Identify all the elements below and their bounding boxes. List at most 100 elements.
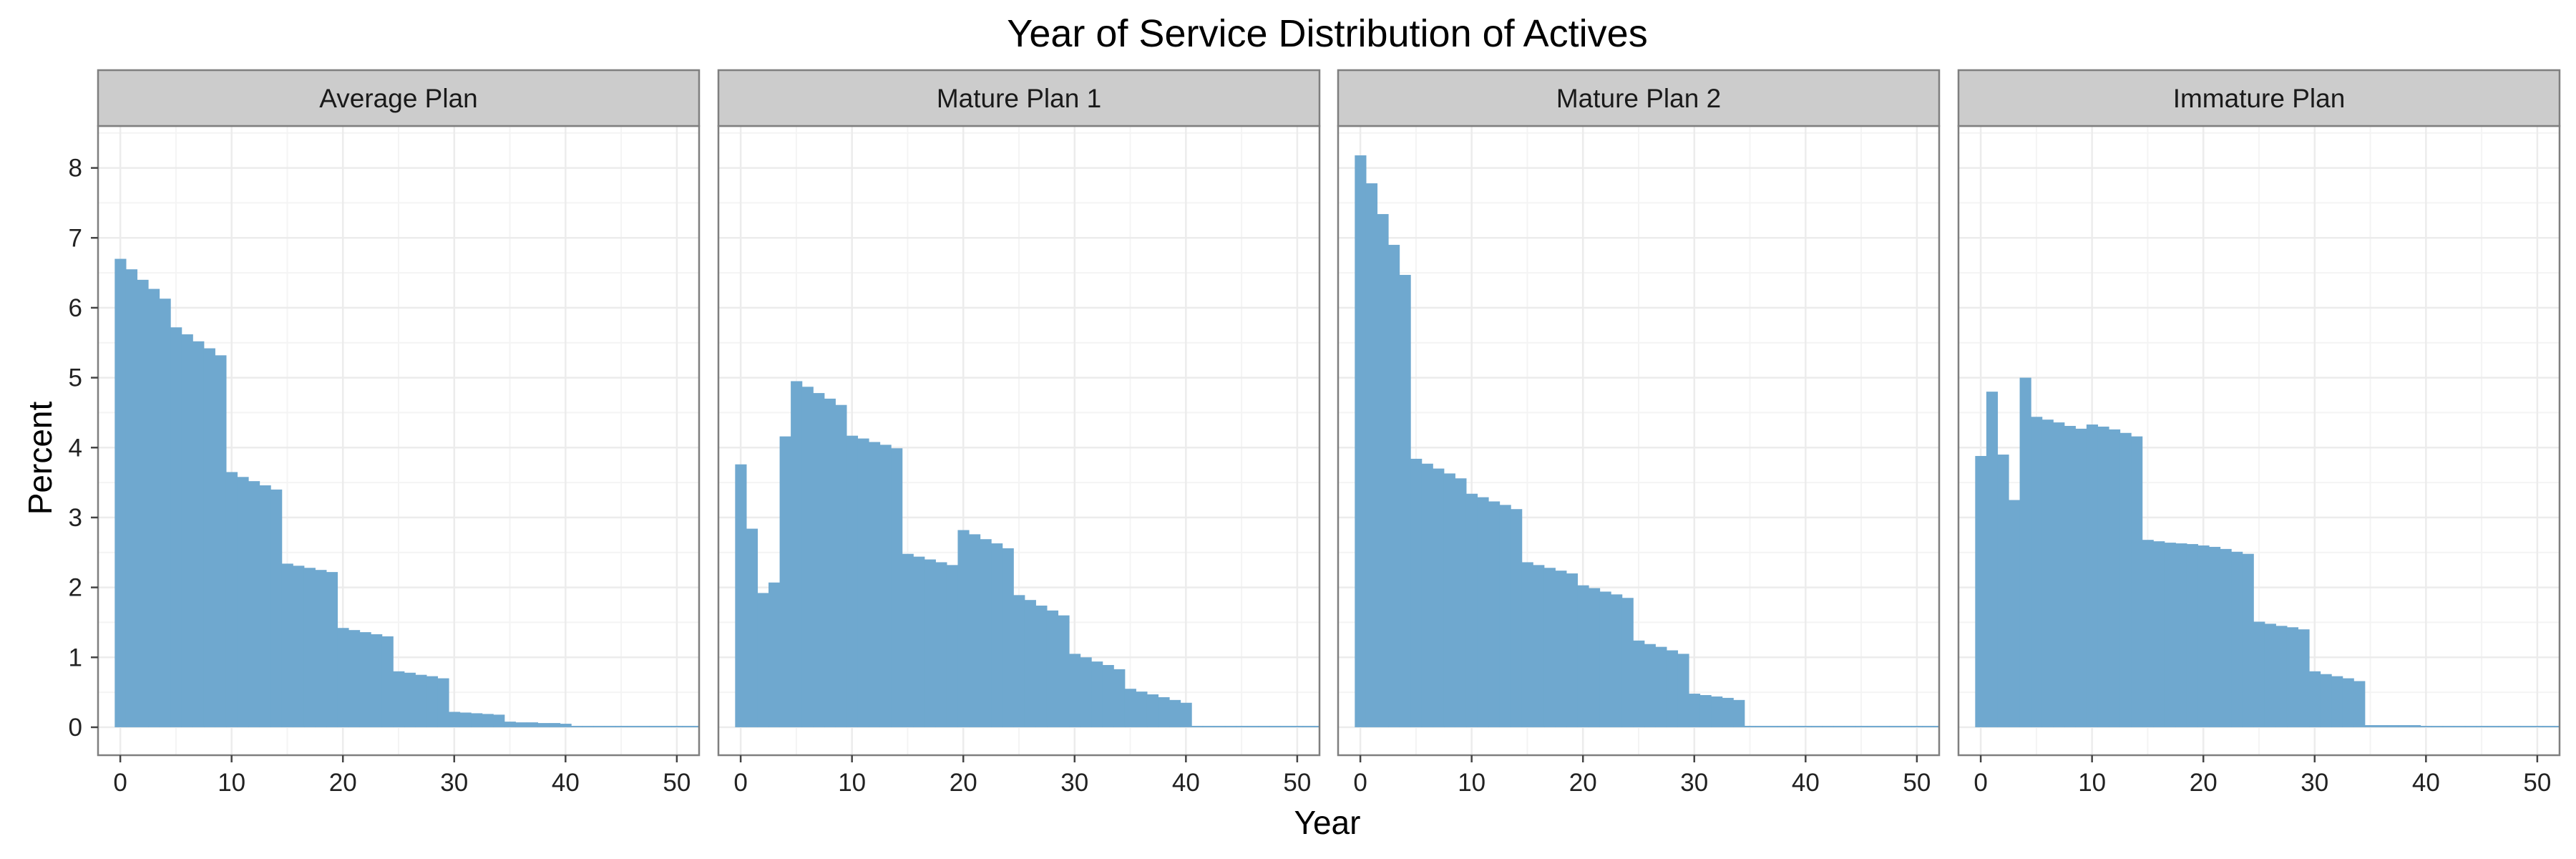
bar-year-17 bbox=[2164, 543, 2176, 727]
bar-year-33 bbox=[2342, 678, 2354, 727]
bar-year-46 bbox=[626, 725, 639, 727]
panel-1: Average Plan 0 10 20 30 40 50 0 1 2 3 4 5 6 7 8 bbox=[69, 69, 701, 797]
x-tick-label: 40 bbox=[2412, 769, 2440, 797]
bar-year-10 bbox=[846, 435, 859, 727]
bar-year-1 bbox=[1986, 392, 1999, 727]
bar-year-43 bbox=[593, 725, 605, 727]
panel-2: Mature Plan 1 0 10 20 30 40 50 bbox=[717, 69, 1321, 797]
bar-year-14 bbox=[2131, 436, 2143, 727]
bar-year-5 bbox=[2031, 417, 2043, 727]
bar-year-51 bbox=[1302, 725, 1314, 727]
bar-year-32 bbox=[471, 713, 483, 727]
bar-year-23 bbox=[991, 543, 1003, 727]
bar-year-50 bbox=[1911, 725, 1923, 727]
bar-year-23 bbox=[371, 634, 383, 727]
bar-year-25 bbox=[393, 671, 405, 727]
bar-year-31 bbox=[1699, 695, 1712, 727]
bar-year-24 bbox=[1002, 548, 1014, 727]
bar-year-52 bbox=[693, 725, 700, 727]
bar-year-4 bbox=[159, 299, 171, 727]
bar-year-11 bbox=[237, 477, 249, 727]
bar-year-40 bbox=[1800, 725, 1812, 727]
facet-strip bbox=[1337, 69, 1941, 127]
bar-year-0 bbox=[735, 464, 747, 727]
bar-year-26 bbox=[1024, 600, 1036, 727]
bar-year-38 bbox=[2398, 725, 2410, 727]
bar-year-7 bbox=[813, 393, 825, 727]
bar-year-45 bbox=[615, 725, 628, 727]
bar-year-38 bbox=[1777, 725, 1790, 727]
x-tick-label: 50 bbox=[2523, 769, 2551, 797]
bar-year-4 bbox=[2019, 377, 2031, 727]
bar-year-14 bbox=[1511, 509, 1523, 727]
bar-year-28 bbox=[426, 676, 439, 727]
chart-title: Year of Service Distribution of Actives bbox=[1007, 12, 1647, 55]
bar-year-48 bbox=[1889, 725, 1901, 727]
bar-year-28 bbox=[2286, 627, 2299, 727]
bar-year-24 bbox=[381, 636, 394, 727]
bar-year-47 bbox=[1258, 725, 1270, 727]
bar-year-8 bbox=[824, 398, 836, 727]
bar-year-49 bbox=[2520, 725, 2532, 727]
x-tick-label: 40 bbox=[552, 769, 580, 797]
bar-year-0 bbox=[114, 258, 127, 727]
bar-year-20 bbox=[2197, 545, 2210, 727]
bar-year-6 bbox=[801, 387, 814, 727]
bar-year-39 bbox=[549, 723, 561, 727]
bar-year-14 bbox=[270, 489, 283, 727]
bar-year-50 bbox=[671, 725, 683, 727]
facet-strip-label: Mature Plan 2 bbox=[1556, 84, 1721, 113]
x-tick-label: 20 bbox=[1569, 769, 1597, 797]
bar-year-8 bbox=[1443, 473, 1455, 727]
bar-year-1 bbox=[1365, 183, 1378, 727]
bar-year-1 bbox=[125, 269, 138, 727]
bar-year-14 bbox=[891, 448, 903, 727]
bar-year-1 bbox=[746, 528, 758, 727]
bar-year-8 bbox=[2064, 425, 2076, 727]
bar-year-48 bbox=[1269, 725, 1282, 727]
bar-year-11 bbox=[857, 438, 869, 727]
bar-year-33 bbox=[482, 714, 494, 727]
bar-year-13 bbox=[1499, 505, 1511, 727]
bar-year-29 bbox=[2298, 629, 2310, 727]
bar-year-3 bbox=[2009, 500, 2021, 727]
x-tick-label: 10 bbox=[2078, 769, 2106, 797]
bar-year-2 bbox=[757, 593, 769, 727]
bar-year-29 bbox=[1677, 654, 1689, 727]
bar-year-40 bbox=[560, 724, 572, 727]
bar-year-23 bbox=[1611, 594, 1623, 727]
x-tick-label: 30 bbox=[1060, 769, 1088, 797]
y-tick-label: 6 bbox=[69, 294, 82, 322]
bar-year-5 bbox=[1410, 458, 1423, 727]
bar-year-19 bbox=[2186, 544, 2199, 727]
bar-year-21 bbox=[348, 630, 361, 727]
bar-year-34 bbox=[1733, 699, 1745, 727]
bar-year-9 bbox=[2075, 428, 2087, 727]
bar-year-18 bbox=[935, 562, 947, 727]
x-tick-label: 20 bbox=[950, 769, 977, 797]
bar-year-27 bbox=[1655, 646, 1667, 727]
bar-year-46 bbox=[1866, 725, 1879, 727]
bar-year-34 bbox=[1113, 669, 1126, 727]
panel-4: Immature Plan 0 10 20 30 40 50 bbox=[1957, 69, 2561, 797]
facet-panels: Average Plan 0 10 20 30 40 50 0 1 2 3 4 5 6 7 8 Mature P… bbox=[69, 69, 2561, 797]
x-tick-label: 30 bbox=[440, 769, 468, 797]
bar-year-10 bbox=[2086, 424, 2099, 727]
bar-year-17 bbox=[1543, 568, 1556, 727]
bar-year-37 bbox=[526, 722, 539, 727]
bar-year-21 bbox=[2209, 546, 2221, 727]
bar-year-48 bbox=[649, 725, 661, 727]
bar-year-44 bbox=[604, 725, 616, 727]
bar-year-29 bbox=[437, 678, 449, 727]
facet-strip bbox=[717, 69, 1321, 127]
bar-year-31 bbox=[1080, 657, 1092, 727]
bar-year-26 bbox=[2264, 623, 2276, 727]
bar-year-49 bbox=[660, 725, 672, 727]
bar-year-32 bbox=[1711, 696, 1723, 727]
bar-year-21 bbox=[969, 534, 981, 727]
x-tick-label: 0 bbox=[113, 769, 127, 797]
bar-year-41 bbox=[1191, 725, 1204, 727]
bar-year-50 bbox=[2532, 725, 2544, 727]
bar-year-31 bbox=[459, 712, 472, 727]
bar-year-16 bbox=[913, 556, 925, 727]
